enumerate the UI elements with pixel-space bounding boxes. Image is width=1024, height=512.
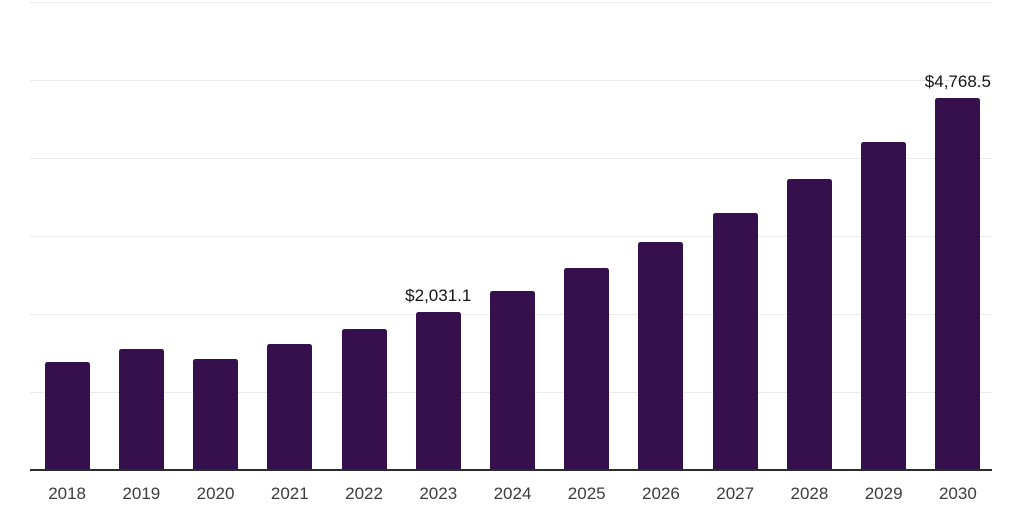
- x-axis-label-2019: 2019: [122, 484, 161, 503]
- x-axis-label-2028: 2028: [790, 484, 829, 503]
- data-label-2023: $2,031.1: [405, 285, 472, 305]
- x-axis-label-2022: 2022: [345, 484, 383, 503]
- gridline-4000: [30, 158, 992, 159]
- x-axis-label-2026: 2026: [642, 484, 680, 503]
- bar-2026[interactable]: [638, 242, 684, 470]
- bar-2022[interactable]: [341, 329, 387, 470]
- bar-2024[interactable]: [490, 290, 535, 470]
- gridline-5000: [30, 80, 992, 81]
- x-axis-label-2027: 2027: [716, 484, 755, 503]
- bar-2020[interactable]: [193, 359, 239, 470]
- bar-2023[interactable]: [415, 311, 461, 470]
- bar-2018[interactable]: [44, 362, 90, 470]
- data-label-2030: $4,768.5: [924, 72, 991, 92]
- bar-2027[interactable]: [712, 212, 758, 470]
- x-axis-label-2024: 2024: [493, 484, 532, 503]
- gridline-3000: [30, 236, 992, 237]
- x-axis-label-2021: 2021: [270, 484, 309, 503]
- x-axis-line: [30, 469, 992, 471]
- gridline-6000: [30, 2, 992, 3]
- x-axis-label-2029: 2029: [864, 484, 903, 503]
- bar-2029[interactable]: [861, 141, 907, 470]
- bar-2028[interactable]: [786, 179, 832, 470]
- x-axis-label-2023: 2023: [419, 484, 458, 503]
- x-axis-label-2025: 2025: [567, 484, 606, 503]
- x-axis-label-2020: 2020: [196, 484, 235, 503]
- x-axis-label-2018: 2018: [48, 484, 87, 503]
- bar-2025[interactable]: [564, 267, 610, 470]
- bar-2019[interactable]: [118, 349, 164, 470]
- x-axis-label-2030: 2030: [938, 484, 977, 503]
- bar-2021[interactable]: [267, 344, 313, 470]
- bar-2030[interactable]: [935, 98, 981, 470]
